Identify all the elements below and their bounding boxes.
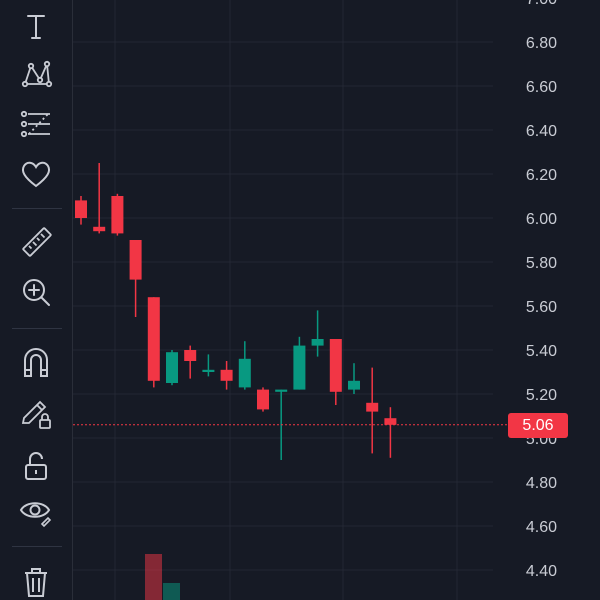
price-axis-label: 5.80 (526, 255, 557, 272)
zoom-tool-button[interactable] (14, 270, 58, 314)
pattern-icon (21, 60, 53, 88)
candle-body (257, 389, 269, 410)
candle-body (275, 389, 288, 392)
zoom-in-icon (23, 279, 50, 306)
text-icon (27, 15, 45, 39)
fib-retracement-icon (20, 110, 50, 138)
price-axis-label: 4.40 (526, 563, 557, 580)
price-axis-label: 6.00 (526, 211, 557, 228)
text-tool-button[interactable] (14, 4, 58, 48)
current-price-badge: 5.06 (508, 413, 568, 438)
candle-body (184, 350, 197, 361)
candle-body (220, 369, 233, 381)
price-axis-label: 5.60 (526, 299, 557, 316)
candle-body (238, 358, 251, 388)
toolbar-divider (12, 546, 62, 547)
magnet-icon (24, 348, 48, 377)
price-axis-label: 6.20 (526, 167, 557, 184)
toolbar-edge (72, 0, 73, 600)
candlestick-chart[interactable]: 7.00 6.80 6.60 6.40 6.20 6.00 5.80 5.60 5.40 5.20… (73, 0, 600, 600)
candle-body (93, 226, 106, 232)
pattern-tool-button[interactable] (14, 52, 58, 96)
pencil-lock-icon (21, 400, 51, 429)
magnet-tool-button[interactable] (14, 340, 58, 384)
price-axis-label: 6.80 (526, 35, 557, 52)
candle-body (329, 339, 342, 392)
price-axis-label: 5.20 (526, 387, 557, 404)
price-axis-label: 6.40 (526, 123, 557, 140)
unlock-icon (25, 452, 47, 480)
candle-body (147, 297, 160, 381)
price-axis-label: 7.00 (526, 0, 557, 8)
favorites-tool-button[interactable] (14, 152, 58, 196)
candle-body (384, 418, 397, 425)
lock-all-tool-button[interactable] (14, 444, 58, 488)
candle-body (75, 200, 87, 218)
candle-body (166, 352, 178, 383)
candle-body (348, 380, 360, 390)
ruler-icon (22, 227, 52, 257)
chart-pane[interactable]: 7.00 6.80 6.60 6.40 6.20 6.00 5.80 5.60 5.40 5.20… (73, 0, 600, 600)
price-axis-label: 4.80 (526, 475, 557, 492)
volume-bar (163, 583, 180, 600)
delete-tool-button[interactable] (14, 560, 58, 600)
candle-body (366, 402, 379, 412)
toolbar-divider (12, 208, 62, 209)
heart-icon (21, 161, 51, 188)
drawing-toolbar (0, 0, 72, 600)
candle-body (293, 345, 306, 390)
candle-body (202, 369, 215, 372)
toolbar-divider (12, 328, 62, 329)
candle-body (111, 196, 124, 234)
lock-drawings-tool-button[interactable] (14, 392, 58, 436)
price-axis-label: 4.60 (526, 519, 557, 536)
eye-icon (19, 502, 52, 528)
trash-icon (25, 568, 47, 597)
price-axis-label: 6.60 (526, 79, 557, 96)
candle-body (129, 240, 142, 280)
measure-tool-button[interactable] (14, 220, 58, 264)
candle-body (311, 339, 324, 346)
volume-bar (145, 554, 162, 600)
hide-drawings-tool-button[interactable] (14, 490, 58, 534)
price-axis-label: 5.40 (526, 343, 557, 360)
fib-tool-button[interactable] (14, 102, 58, 146)
